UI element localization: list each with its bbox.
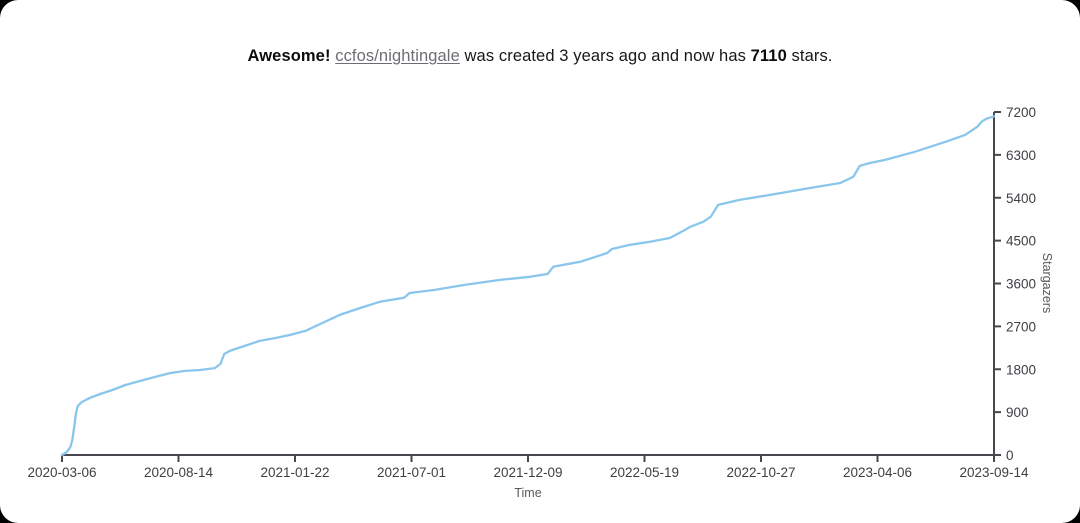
y-tick-label: 5400 xyxy=(1006,191,1036,206)
x-tick-label: 2021-01-22 xyxy=(260,465,329,480)
x-tick-label: 2023-04-06 xyxy=(843,465,912,480)
headline-suffix: stars. xyxy=(786,47,833,65)
x-tick-label: 2022-10-27 xyxy=(726,465,795,480)
y-tick-label: 4500 xyxy=(1006,234,1036,249)
x-tick-label: 2022-05-19 xyxy=(610,465,679,480)
headline-middle: was created 3 years ago and now has xyxy=(459,47,751,65)
headline-star-count: 7110 xyxy=(750,47,787,65)
x-tick-label: 2020-03-06 xyxy=(27,465,96,480)
y-tick-label: 6300 xyxy=(1006,148,1036,163)
stargazers-series-line xyxy=(60,115,996,457)
x-tick-label: 2021-12-09 xyxy=(493,465,562,480)
headline-awesome: Awesome! xyxy=(247,47,331,65)
y-tick-label: 3600 xyxy=(1006,277,1036,292)
y-tick-label: 900 xyxy=(1006,405,1029,420)
y-tick-label: 2700 xyxy=(1006,319,1036,334)
x-tick-label: 2020-08-14 xyxy=(144,465,214,480)
y-tick-label: 1800 xyxy=(1006,362,1036,377)
x-axis-title: Time xyxy=(514,486,542,500)
x-tick-label: 2023-09-14 xyxy=(959,465,1029,480)
repo-link[interactable]: ccfos/nightingale xyxy=(335,47,460,65)
y-axis-title: Stargazers xyxy=(1040,252,1054,314)
x-tick-label: 2021-07-01 xyxy=(377,465,446,480)
y-tick-label: 0 xyxy=(1006,448,1014,463)
chart-headline: Awesome! ccfos/nightingale was created 3… xyxy=(0,46,1080,66)
y-tick-label: 7200 xyxy=(1006,105,1036,120)
